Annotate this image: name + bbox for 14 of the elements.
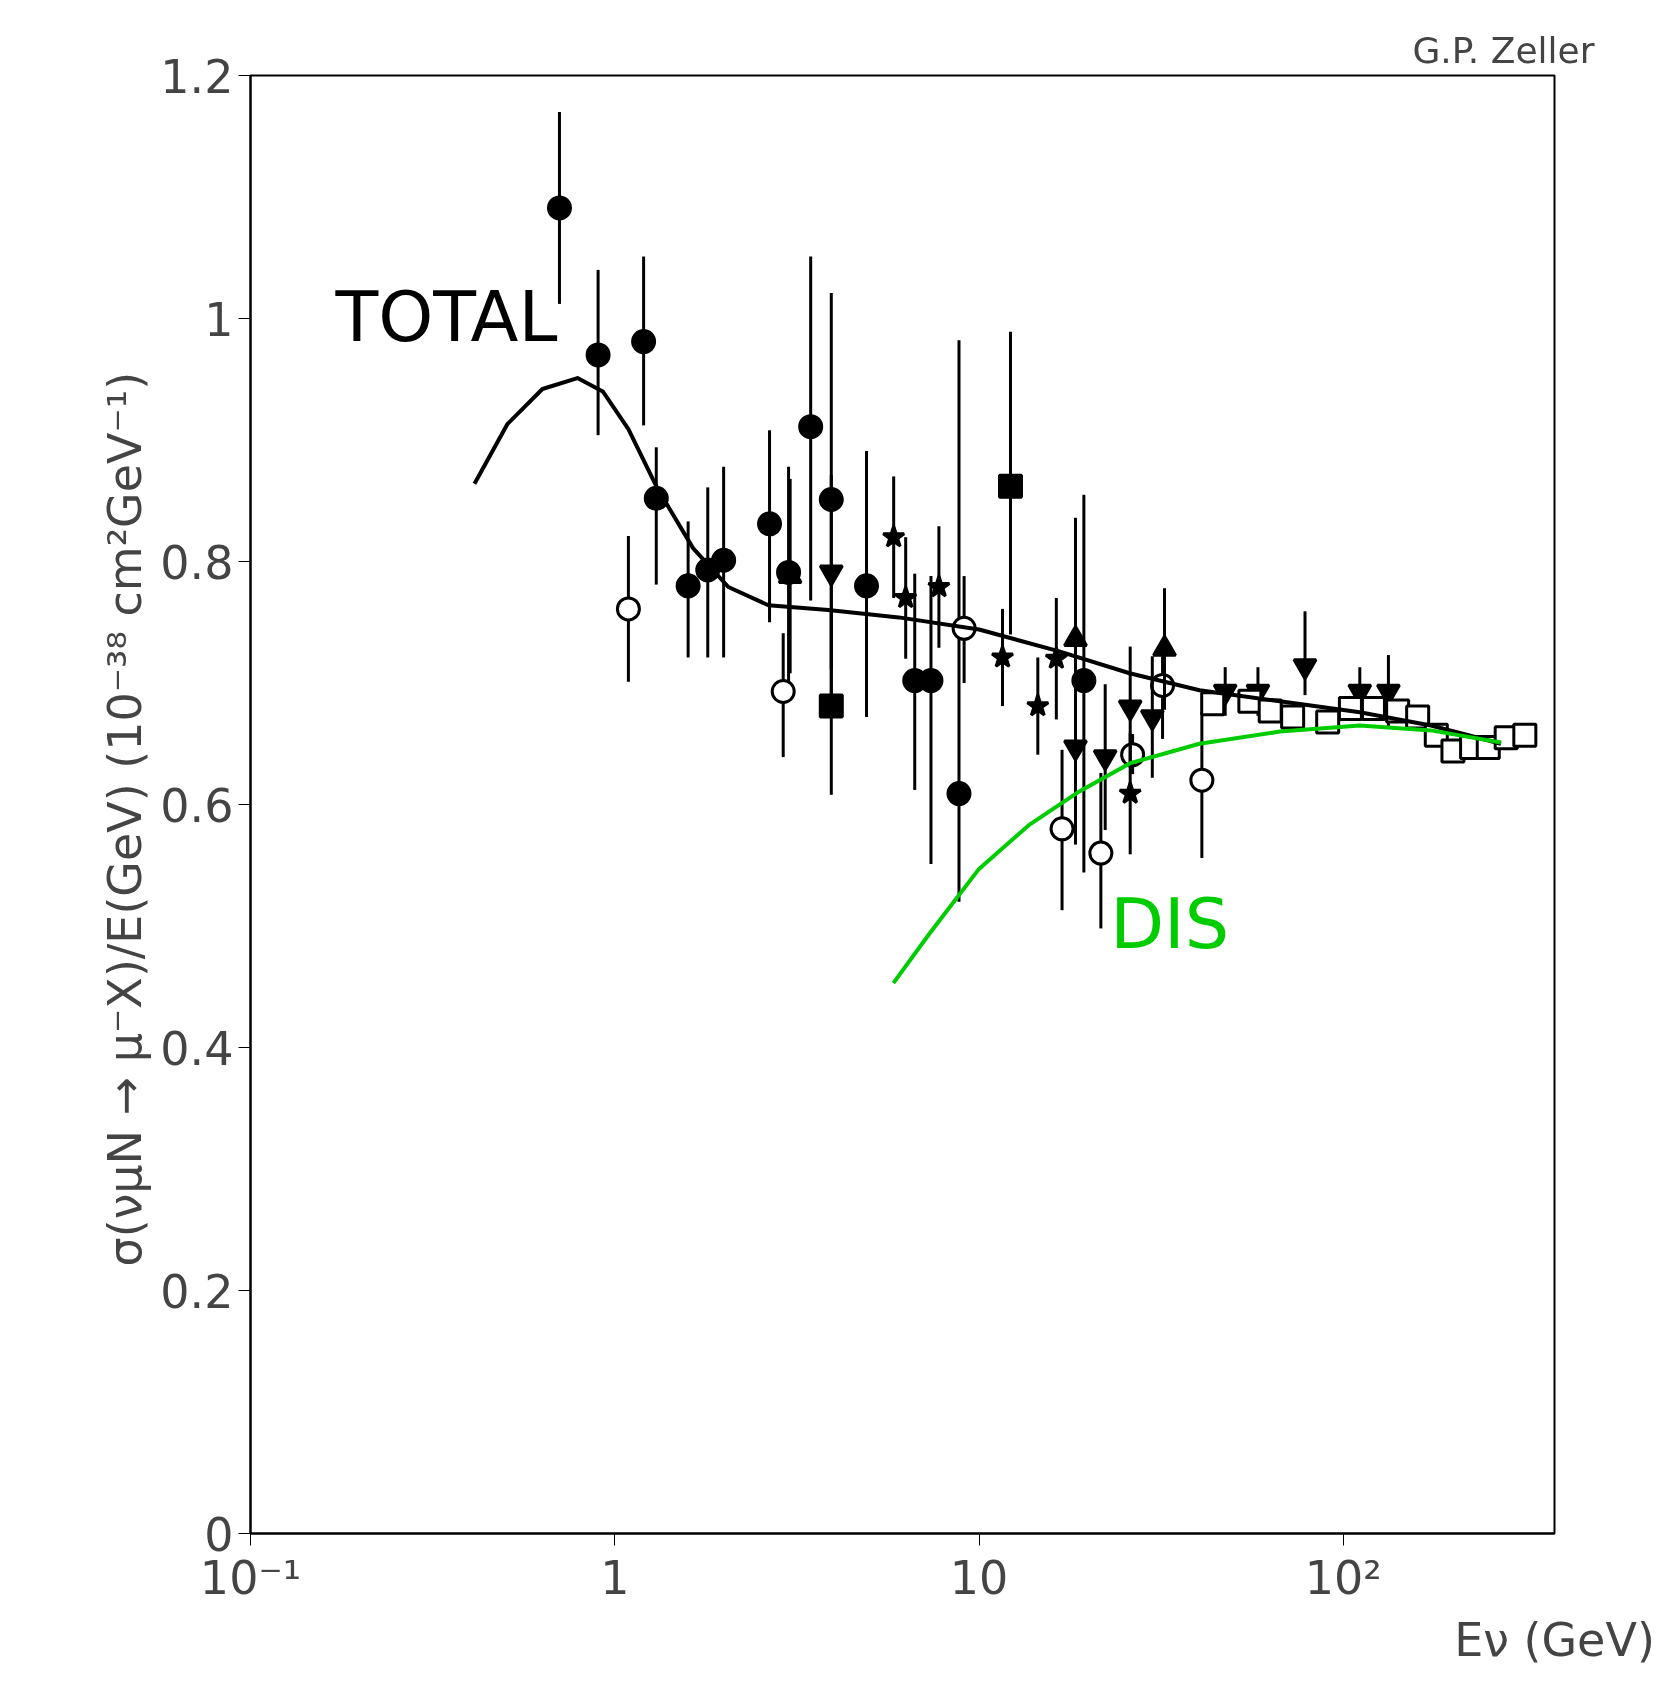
y-tick-label: 1: [204, 292, 234, 347]
y-axis-title: σ(νμN → μ⁻X)/E(GeV) (10⁻³⁸ cm²GeV⁻¹): [98, 371, 153, 1267]
x-tick-label: 10: [949, 1550, 1009, 1605]
text: G.P. Zeller: [1412, 29, 1595, 71]
y-tick-label: 0.2: [160, 1264, 234, 1319]
y-tick-label: 1.2: [160, 49, 234, 104]
x-tick-label: 1: [600, 1550, 630, 1605]
y-tick-label: 0.4: [160, 1021, 234, 1076]
series-label: TOTAL: [334, 276, 558, 359]
x-axis-title: Eν (GeV): [1454, 1612, 1655, 1667]
x-tick-label: 10²: [1304, 1550, 1382, 1605]
y-tick-label: 0.8: [160, 535, 234, 590]
series-label: DIS: [1110, 883, 1230, 966]
y-tick-label: 0.6: [160, 778, 234, 833]
